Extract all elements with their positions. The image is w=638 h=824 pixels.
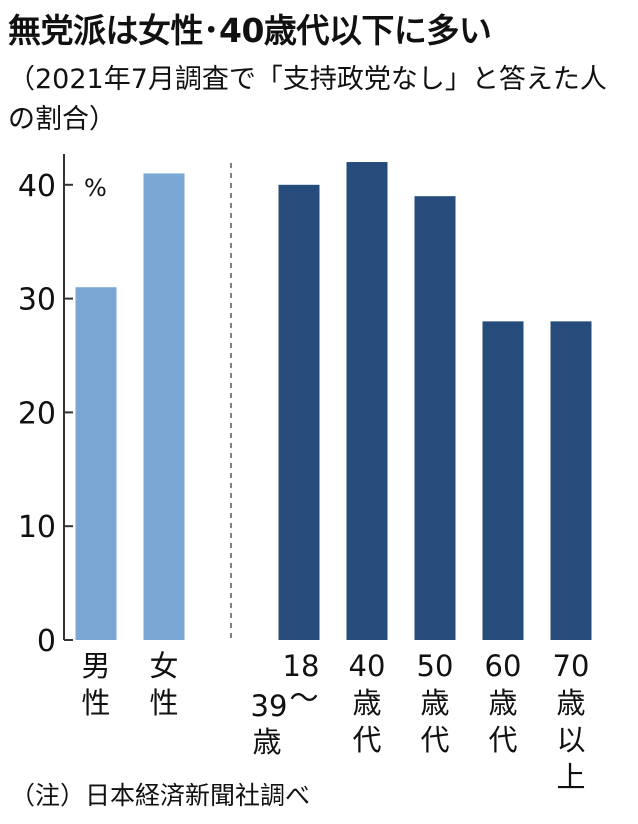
category-label: 18 [283, 649, 320, 683]
bar-age-0 [278, 184, 320, 641]
y-tick-label: 10 [18, 510, 56, 545]
chart-subtitle: （2021年7月調査で「支持政党なし」と答えた人の割合） [8, 64, 607, 135]
category-label: 性 [81, 686, 110, 720]
bar-gender-0 [75, 287, 117, 640]
y-tick-label: 20 [18, 396, 56, 431]
bar-age-3 [482, 321, 524, 640]
category-label: 代 [420, 723, 449, 757]
category-label: 40 [349, 649, 386, 683]
chart-title: 無党派は女性･40歳代以下に多い [8, 11, 492, 50]
unit-label: % [84, 174, 107, 202]
category-label: 歳 [488, 686, 517, 720]
category-label: 女 [149, 649, 178, 683]
y-tick-label: 30 [18, 283, 56, 318]
bar-age-2 [414, 196, 456, 640]
category-label: 性 [149, 686, 178, 720]
source-note: （注）日本経済新聞社調べ [10, 781, 311, 810]
bar-age-1 [346, 162, 388, 641]
category-label: 代 [488, 723, 517, 757]
category-label: 39 [251, 689, 288, 723]
y-tick-label: 0 [37, 624, 56, 659]
category-label: 歳 [556, 686, 585, 720]
bar-gender-1 [143, 173, 185, 641]
category-label: 男 [81, 649, 110, 683]
category-label: 50 [417, 649, 454, 683]
category-label: 代 [352, 723, 381, 757]
category-label: 以 [556, 723, 585, 757]
category-label: 上 [556, 760, 585, 794]
category-label: 歳 [252, 725, 281, 759]
category-label: 歳 [420, 686, 449, 720]
category-label: 歳 [352, 686, 381, 720]
category-label: 70 [553, 649, 590, 683]
y-tick-label: 40 [18, 169, 56, 204]
category-label: 〜 [289, 681, 318, 715]
bar-age-4 [550, 321, 592, 640]
category-label: 60 [485, 649, 522, 683]
